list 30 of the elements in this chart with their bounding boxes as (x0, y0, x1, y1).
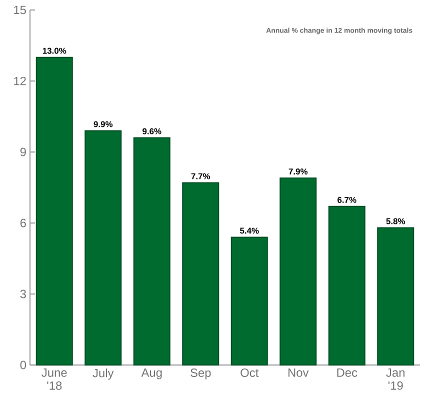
x-tick-label: Nov (288, 368, 309, 377)
bar (84, 130, 122, 366)
bar (36, 56, 73, 366)
y-tick-label: 15 (14, 6, 26, 14)
y-tick-label: 3 (20, 290, 26, 298)
bar (280, 178, 317, 366)
y-tick-label: 12 (14, 76, 26, 86)
bar (182, 182, 220, 366)
data-label: 13.0% (42, 48, 66, 54)
x-tick-label: Oct (240, 368, 259, 377)
y-tick-label: 9 (20, 148, 26, 156)
x-tick-label: Dec (337, 368, 358, 377)
bar (133, 137, 170, 366)
bar (230, 236, 268, 366)
data-label: 5.4% (240, 228, 259, 234)
x-tick-label: Sep (190, 368, 211, 380)
y-tick-label: 6 (20, 218, 26, 228)
data-label: 9.6% (142, 128, 162, 134)
x-tick-label: Aug (141, 368, 162, 380)
x-tick-label: July (92, 368, 114, 380)
bar (377, 227, 414, 366)
data-label: 7.7% (191, 173, 210, 180)
x-tick-label: June '18 (42, 368, 67, 390)
data-label: 5.8% (386, 218, 406, 224)
bar (328, 206, 366, 366)
y-tick-label: 0 (20, 360, 26, 370)
data-label: 6.7% (338, 196, 356, 203)
data-label: 9.9% (94, 121, 113, 128)
data-label: 7.9% (288, 168, 308, 175)
x-tick-label: Jan '19 (386, 368, 404, 390)
